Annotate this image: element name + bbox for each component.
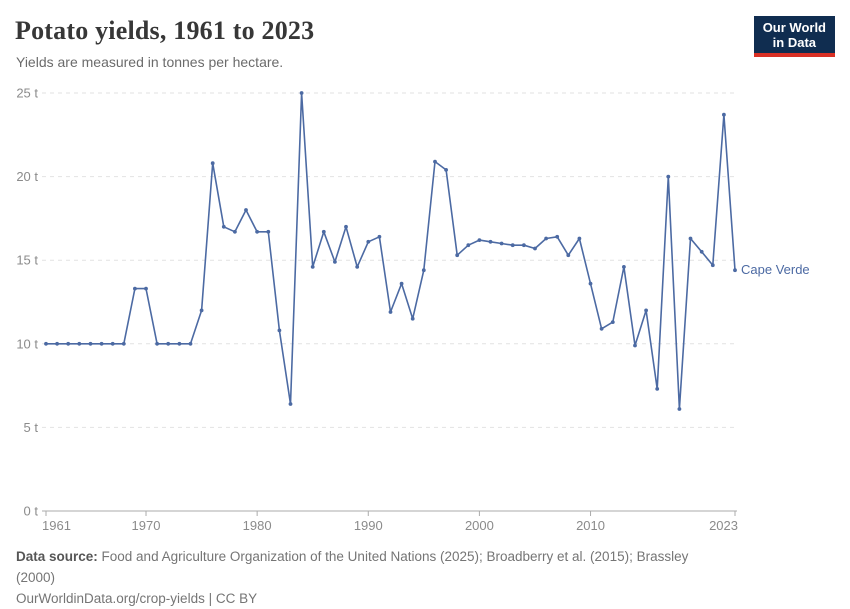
data-point bbox=[110, 341, 115, 346]
data-point bbox=[477, 238, 482, 243]
data-point bbox=[255, 229, 259, 234]
data-point bbox=[733, 268, 737, 273]
data-point bbox=[499, 241, 504, 246]
data-point bbox=[488, 239, 493, 244]
data-point bbox=[666, 174, 671, 179]
x-tick-label: 1990 bbox=[354, 518, 383, 533]
data-point bbox=[177, 341, 182, 346]
data-point bbox=[188, 341, 193, 346]
data-point bbox=[688, 236, 693, 241]
data-point bbox=[655, 387, 660, 391]
data-point bbox=[233, 229, 237, 234]
data-source-text: Food and Agriculture Organization of the… bbox=[16, 549, 689, 585]
data-point bbox=[610, 320, 615, 324]
owid-logo-line2: in Data bbox=[772, 35, 817, 50]
x-tick-label: 1961 bbox=[42, 518, 71, 533]
data-point bbox=[277, 328, 282, 333]
data-point bbox=[121, 341, 126, 346]
data-point bbox=[299, 91, 304, 95]
owid-logo[interactable]: Our World in Data bbox=[753, 16, 835, 57]
data-point bbox=[599, 326, 604, 331]
data-point bbox=[388, 310, 393, 314]
data-source-label: Data source: bbox=[16, 549, 98, 564]
y-tick-label: 0 t bbox=[24, 504, 39, 519]
data-point bbox=[244, 208, 248, 212]
data-point bbox=[366, 239, 371, 244]
y-tick-label: 20 t bbox=[16, 169, 38, 184]
data-point bbox=[266, 229, 271, 234]
data-point bbox=[344, 224, 348, 229]
data-point bbox=[588, 281, 593, 286]
data-point bbox=[77, 341, 82, 346]
x-tick-label: 2023 bbox=[709, 518, 738, 533]
data-point bbox=[677, 407, 682, 411]
data-point bbox=[722, 112, 726, 117]
data-point bbox=[566, 253, 571, 258]
data-point bbox=[166, 341, 171, 346]
data-point bbox=[221, 224, 226, 229]
data-point bbox=[155, 341, 160, 346]
data-point bbox=[133, 286, 137, 291]
series-label: Cape Verde bbox=[741, 262, 810, 278]
x-tick-label: 2010 bbox=[576, 518, 605, 533]
data-point bbox=[55, 341, 59, 346]
x-tick-label: 1970 bbox=[132, 518, 161, 533]
data-point bbox=[421, 268, 426, 273]
data-point bbox=[88, 341, 93, 346]
data-point bbox=[355, 265, 360, 269]
data-point bbox=[410, 316, 415, 321]
data-point bbox=[99, 341, 104, 346]
data-point bbox=[533, 246, 537, 251]
data-point bbox=[699, 249, 704, 254]
y-tick-label: 15 t bbox=[16, 253, 38, 268]
x-tick-label: 1980 bbox=[243, 518, 272, 533]
data-point bbox=[399, 281, 404, 286]
page-title: Potato yields, 1961 to 2023 bbox=[15, 16, 315, 45]
data-point bbox=[288, 402, 293, 406]
chart-subtitle: Yields are measured in tonnes per hectar… bbox=[16, 54, 284, 70]
data-point bbox=[310, 265, 315, 269]
y-tick-label: 25 t bbox=[16, 86, 38, 101]
data-source-line: Data source: Food and Agriculture Organi… bbox=[16, 546, 730, 588]
data-point bbox=[377, 234, 382, 239]
x-tick-label: 2000 bbox=[465, 518, 494, 533]
y-tick-label: 5 t bbox=[24, 420, 39, 435]
data-point bbox=[321, 229, 326, 234]
data-point bbox=[455, 253, 460, 258]
data-point bbox=[210, 161, 215, 166]
data-point bbox=[577, 236, 582, 241]
data-point bbox=[710, 263, 715, 268]
y-tick-label: 10 t bbox=[16, 336, 38, 351]
data-point bbox=[522, 243, 526, 248]
data-point bbox=[555, 234, 560, 239]
owid-logo-line1: Our World bbox=[762, 20, 826, 35]
data-point bbox=[466, 243, 471, 248]
data-point bbox=[199, 308, 204, 313]
data-point bbox=[144, 286, 148, 291]
data-point bbox=[66, 341, 71, 346]
license-line: OurWorldinData.org/crop-yields | CC BY bbox=[16, 591, 258, 606]
data-point bbox=[622, 265, 626, 269]
data-point bbox=[510, 243, 515, 248]
data-point bbox=[433, 159, 437, 164]
data-point bbox=[644, 308, 648, 313]
data-point bbox=[444, 168, 448, 172]
data-point bbox=[544, 236, 548, 241]
data-point bbox=[44, 341, 48, 346]
series-line bbox=[46, 92, 736, 410]
data-point bbox=[633, 343, 637, 348]
data-point bbox=[333, 260, 337, 264]
